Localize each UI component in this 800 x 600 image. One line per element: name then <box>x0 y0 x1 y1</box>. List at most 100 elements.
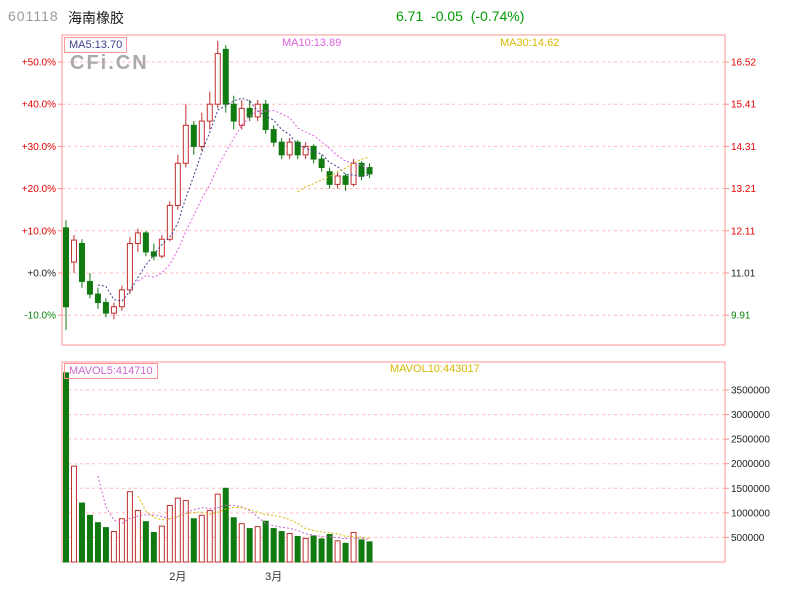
volume-axis-label: 1500000 <box>731 484 770 495</box>
volume-bar <box>198 514 205 563</box>
left-axis-label: -10.0% <box>24 311 56 322</box>
candle-body <box>238 107 245 126</box>
volume-bar <box>286 532 293 563</box>
candle-body <box>222 48 229 105</box>
candle-body <box>206 103 213 122</box>
ma10-line <box>137 109 370 282</box>
stock-name: 海南橡胶 <box>68 10 124 26</box>
volume-bar <box>342 542 349 563</box>
ma30-label: MA30:14.62 <box>500 37 560 49</box>
left-axis-label: +40.0% <box>22 100 56 111</box>
candle-body <box>294 141 301 156</box>
volume-axis-label: 3500000 <box>731 386 770 397</box>
x-month-label: 3月 <box>265 571 282 583</box>
candle-body <box>70 239 77 263</box>
volume-axis-label: 2500000 <box>731 435 770 446</box>
candle-body <box>310 145 317 160</box>
candle-body <box>246 107 253 118</box>
candle-body <box>102 302 109 314</box>
volume-bar <box>78 502 85 563</box>
volume-bar <box>70 465 77 563</box>
volume-axis-label: 2000000 <box>731 459 770 470</box>
right-axis-label: 9.91 <box>731 311 751 322</box>
candle-body <box>334 175 341 185</box>
volume-chart-area[interactable] <box>61 361 726 563</box>
volume-bar <box>166 504 173 563</box>
left-axis-label: +20.0% <box>22 184 56 195</box>
volume-bar <box>62 372 69 563</box>
candles-group <box>62 40 373 330</box>
candle-body <box>134 232 141 244</box>
volume-bar <box>278 531 285 563</box>
volume-bar <box>366 541 373 563</box>
ma10-label: MA10:13.89 <box>282 37 342 49</box>
volume-axis-label: 1000000 <box>731 508 770 519</box>
candle-body <box>110 306 117 314</box>
volume-bar <box>222 487 229 563</box>
volume-bar <box>310 535 317 563</box>
volume-bar <box>150 532 157 563</box>
left-axis-label: +10.0% <box>22 226 56 237</box>
volume-bar <box>326 533 333 563</box>
volume-bar <box>158 525 165 563</box>
stock-code: 601118 <box>8 8 59 24</box>
candle-body <box>230 103 237 122</box>
candle-body <box>342 175 349 185</box>
candle-body <box>198 120 205 147</box>
left-axis-label: +50.0% <box>22 58 56 69</box>
candle-body <box>126 242 133 291</box>
candle-body <box>166 204 173 240</box>
candle-body <box>190 124 197 147</box>
volume-bar <box>318 538 325 563</box>
volume-bar <box>190 518 197 563</box>
volume-bar <box>350 532 357 563</box>
candle-body <box>62 227 69 308</box>
candle-body <box>326 171 333 185</box>
candle-body <box>270 129 277 143</box>
volume-bar <box>262 520 269 563</box>
candle-body <box>182 124 189 164</box>
volume-bar <box>358 539 365 563</box>
mavol10-label: MAVOL10:443017 <box>390 363 480 375</box>
volume-bar <box>214 493 221 563</box>
left-axis-label: +30.0% <box>22 142 56 153</box>
candle-body <box>214 53 221 105</box>
volume-bar <box>246 528 253 563</box>
mavol5-label: MAVOL5:414710 <box>64 363 158 379</box>
ma30-line <box>297 156 370 193</box>
candle-body <box>286 141 293 156</box>
ma5-label: MA5:13.70 <box>64 37 128 53</box>
candle-body <box>86 280 93 295</box>
candle-body <box>366 167 373 175</box>
volume-bar <box>230 517 237 563</box>
volume-bar <box>142 521 149 563</box>
x-month-label: 2月 <box>169 571 186 583</box>
left-axis-label: +0.0% <box>27 269 56 280</box>
volume-axis-label: 3000000 <box>731 410 770 421</box>
right-axis-label: 16.52 <box>731 58 756 69</box>
candle-body <box>302 145 309 156</box>
volume-bar <box>238 523 245 563</box>
candle-body <box>318 158 325 168</box>
candle-body <box>358 162 365 177</box>
volume-bar <box>182 500 189 563</box>
volume-bar <box>334 540 341 563</box>
mavol5-line <box>97 475 370 541</box>
volume-bar <box>302 537 309 563</box>
main-chart-area[interactable] <box>61 34 726 346</box>
right-axis-label: 13.21 <box>731 184 756 195</box>
candle-body <box>118 289 125 308</box>
right-axis-label: 15.41 <box>731 100 756 111</box>
volume-axis-label: 500000 <box>731 533 765 544</box>
volume-bar <box>270 528 277 563</box>
volume-bar <box>206 509 213 563</box>
candle-body <box>262 103 269 131</box>
right-axis-label: 12.11 <box>731 226 756 237</box>
right-axis-label: 11.01 <box>731 269 756 280</box>
cfi-watermark: CFi.CN <box>70 52 149 74</box>
right-axis-label: 14.31 <box>731 142 756 153</box>
volume-bar <box>134 509 141 563</box>
volume-bar <box>294 535 301 563</box>
volume-bar <box>86 514 93 563</box>
